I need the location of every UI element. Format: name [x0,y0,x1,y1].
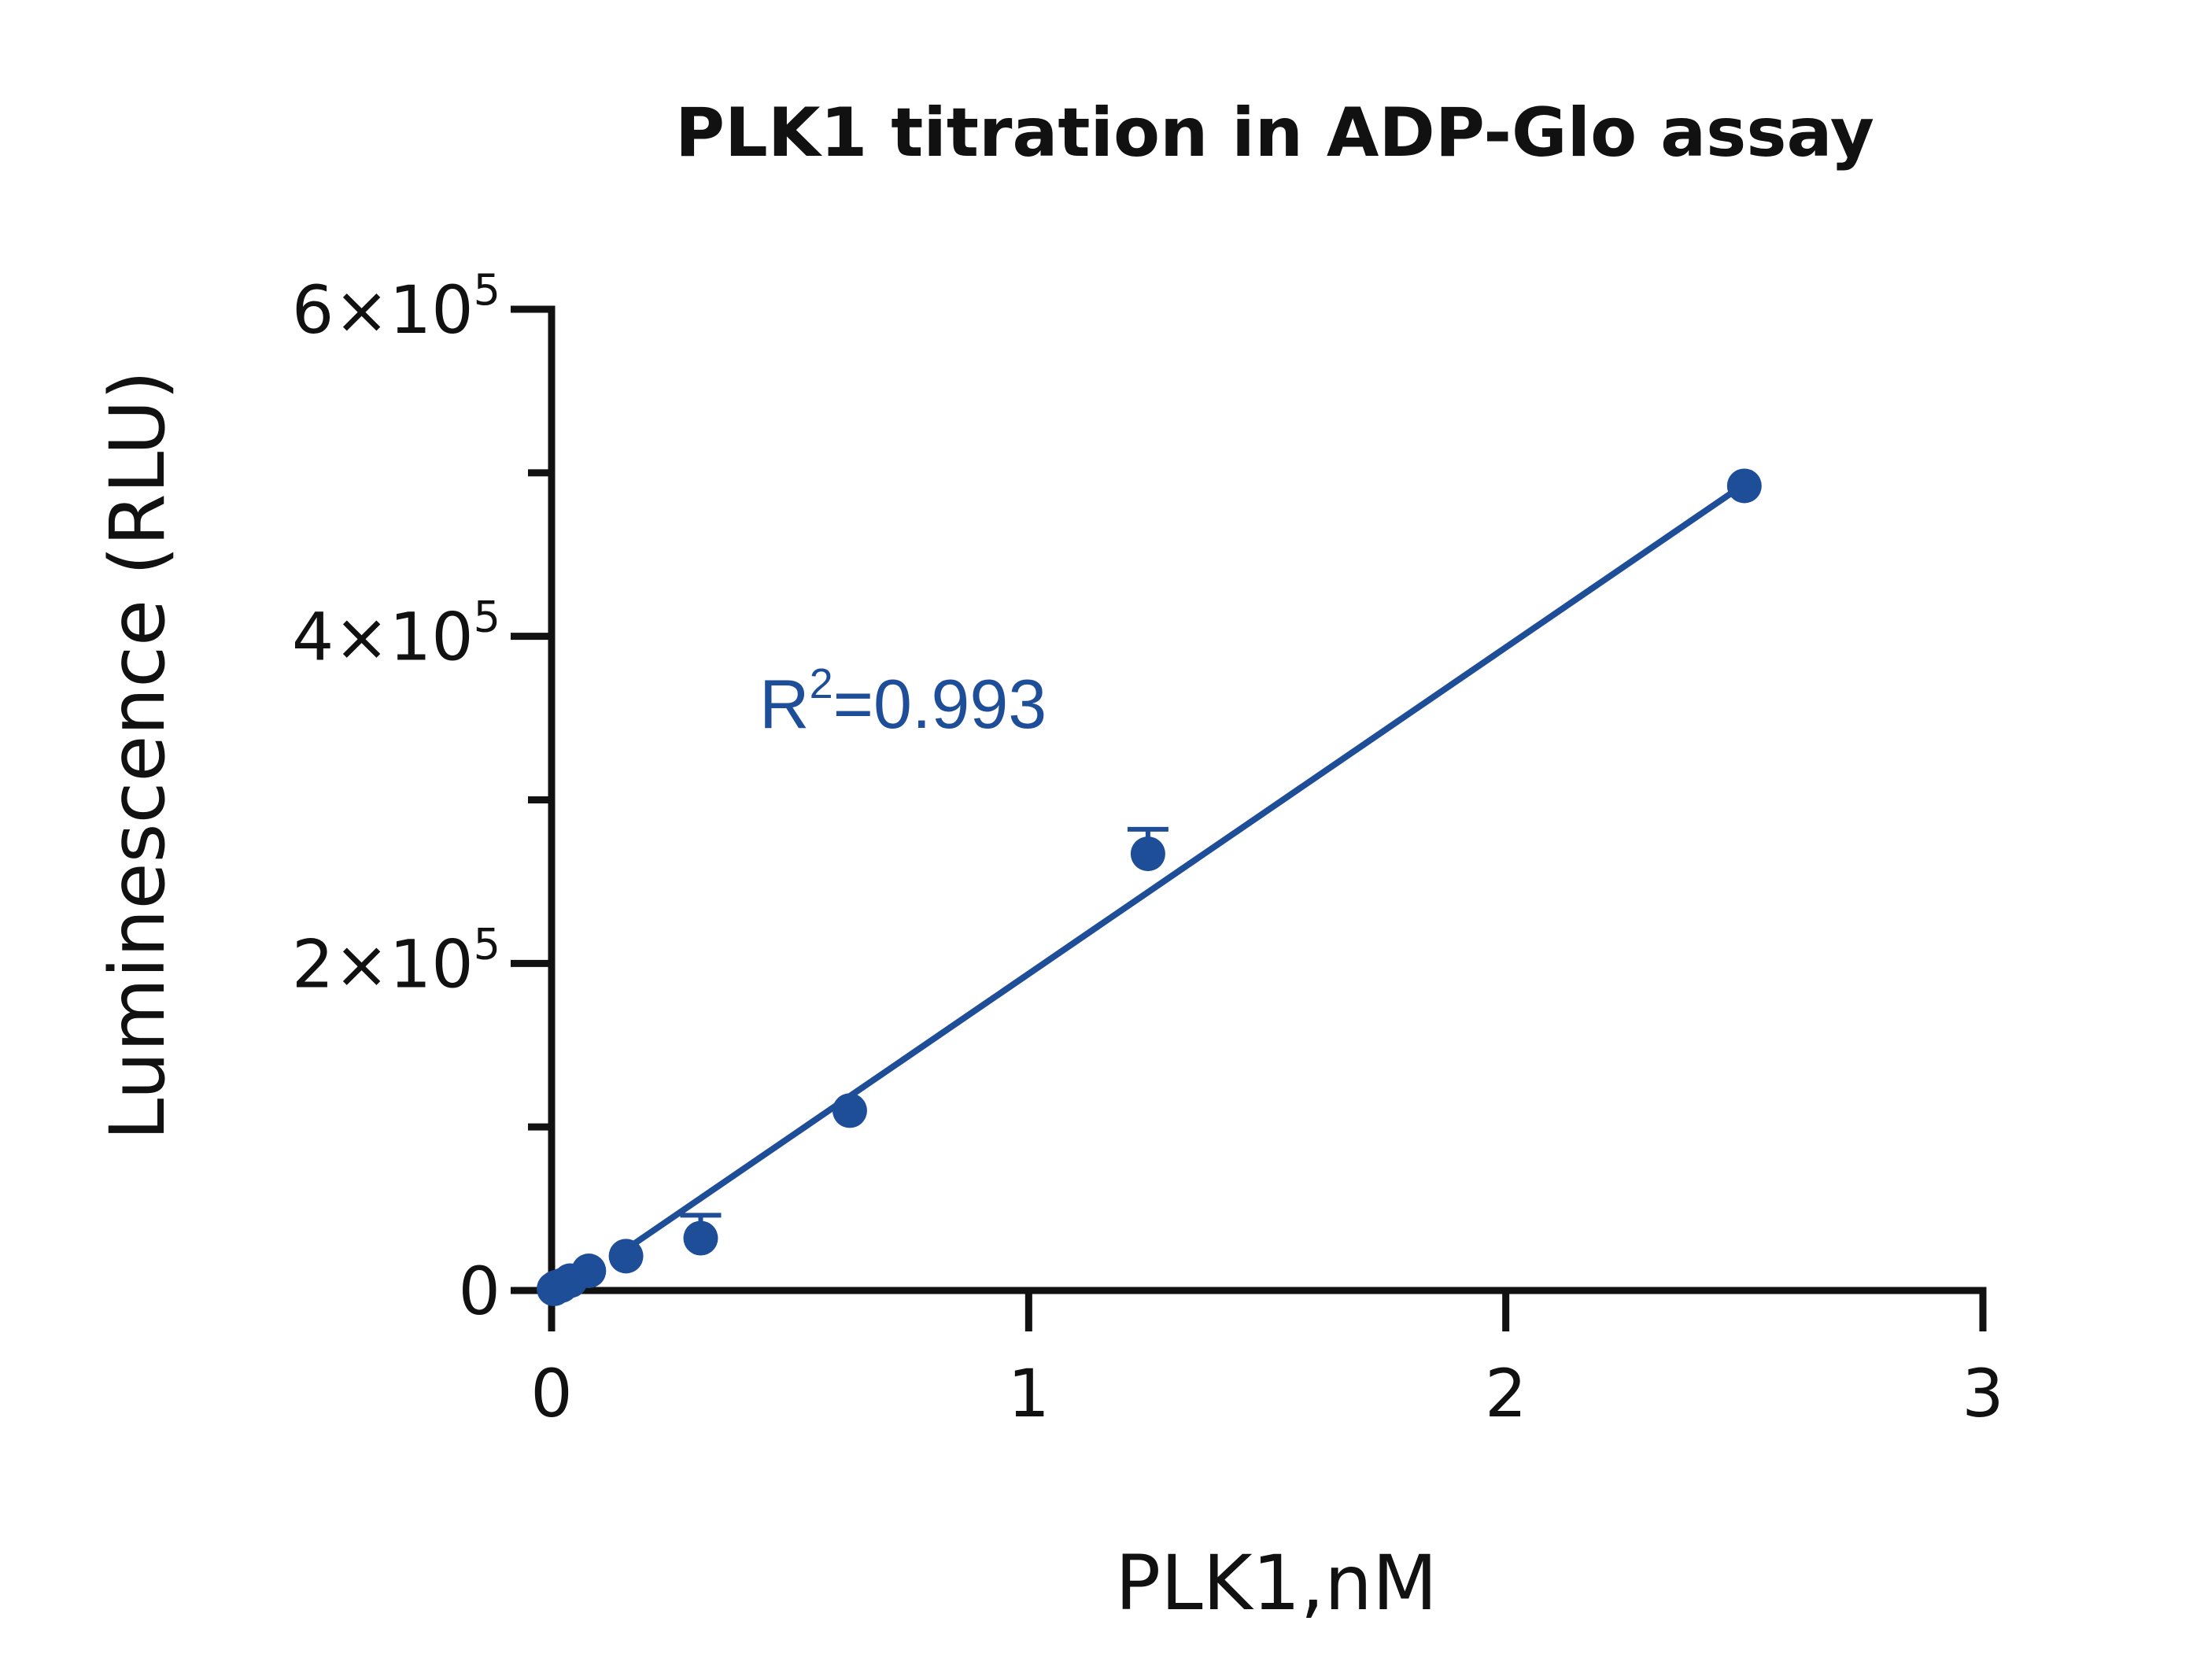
y-tick-label: 2×105 [292,919,500,1002]
chart-title: PLK1 titration in ADP-Glo assay [675,94,1874,172]
data-point [1130,836,1165,872]
data-point [608,1239,644,1274]
y-tick-label: 6×105 [292,265,500,349]
y-tick-exponent: 5 [474,265,500,315]
r-squared-annotation: R2=0.993 [759,660,1047,743]
r2-value: =0.993 [833,665,1047,743]
fit-line [619,481,1748,1255]
r2-prefix: R [759,665,810,743]
y-tick-base: 0 [459,1253,500,1330]
y-tick-base: 4×10 [292,599,474,676]
data-points [537,468,1762,1306]
fit-line-group [619,481,1748,1255]
r2-superscript: 2 [810,660,833,707]
y-tick-exponent: 5 [474,919,500,969]
x-tick-label: 0 [530,1355,572,1432]
x-tick-label: 1 [1008,1355,1050,1432]
data-point [1726,468,1762,504]
x-axis-label: PLK1,nM [1115,1539,1438,1627]
x-tick-label: 2 [1485,1355,1527,1432]
y-tick-exponent: 5 [474,593,500,642]
x-tick-label: 3 [1962,1355,2003,1432]
data-point [832,1093,867,1128]
y-tick-label: 4×105 [292,593,500,676]
y-tick-label: 0 [459,1253,500,1330]
data-point [571,1254,607,1289]
y-tick-base: 2×10 [292,925,474,1002]
data-point [683,1220,718,1256]
y-tick-base: 6×10 [292,271,474,349]
y-axis-label: Luminescence (RLU) [94,371,182,1140]
